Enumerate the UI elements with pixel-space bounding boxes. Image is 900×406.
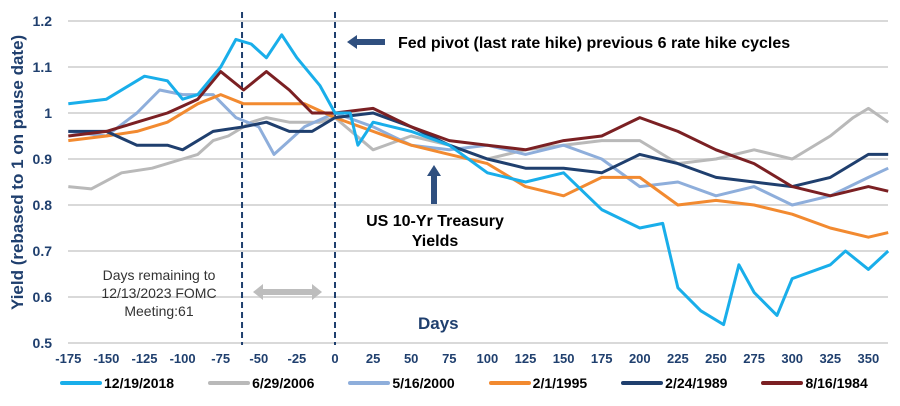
x-tick-label: 100 — [477, 351, 499, 366]
x-tick-label: 175 — [591, 351, 613, 366]
x-axis-label: Days — [418, 314, 459, 333]
legend-swatch — [348, 381, 391, 385]
legend-label: 2/24/1989 — [665, 375, 728, 391]
series-line-2-24-1989 — [68, 111, 889, 189]
legend-swatch — [60, 381, 102, 385]
x-tick-label: 325 — [819, 351, 841, 366]
up-arrow-icon — [427, 165, 441, 204]
legend-swatch — [621, 381, 664, 385]
days-remaining-line-1: Days remaining to — [102, 267, 216, 283]
legend-swatch — [488, 381, 531, 385]
legend-item: 12/19/2018 — [60, 375, 174, 391]
x-tick-label: 25 — [366, 351, 380, 366]
x-tick-label: -100 — [170, 351, 196, 366]
legend-item: 5/16/2000 — [348, 375, 455, 391]
legend-swatch — [208, 381, 251, 385]
left-arrow-icon — [347, 35, 385, 49]
x-tick-label: 200 — [629, 351, 651, 366]
legend-label: 8/16/1984 — [805, 375, 868, 391]
x-tick-label: 75 — [442, 351, 456, 366]
days-remaining-line-2: 12/13/2023 FOMC — [101, 285, 217, 301]
y-tick-label: 0.9 — [33, 151, 53, 167]
x-tick-label: 250 — [705, 351, 727, 366]
series-line-6-29-2006 — [68, 106, 890, 191]
y-tick-label: 0.5 — [33, 335, 53, 351]
x-tick-label: 125 — [515, 351, 537, 366]
y-tick-label: 0.7 — [33, 243, 53, 259]
legend-label: 5/16/2000 — [392, 375, 455, 391]
y-tick-label: 1.1 — [33, 59, 53, 75]
x-tick-label: 275 — [743, 351, 765, 366]
legend-label: 6/29/2006 — [252, 375, 315, 391]
x-tick-label: 300 — [781, 351, 803, 366]
legend-item: 2/24/1989 — [621, 375, 727, 391]
treasury-annotation: US 10-Yr Treasury Yields — [366, 213, 504, 250]
legend-swatch — [761, 381, 804, 385]
series-line-12-19-2018 — [68, 33, 890, 327]
y-tick-label: 0.8 — [33, 197, 53, 213]
fed-pivot-annotation: Fed pivot (last rate hike) previous 6 ra… — [398, 35, 791, 52]
legend-label: 12/19/2018 — [104, 375, 175, 391]
x-tick-label: -75 — [211, 351, 230, 366]
x-tick-label: 225 — [667, 351, 689, 366]
series-line-2-1-1995 — [68, 93, 889, 239]
x-tick-label: -150 — [93, 351, 119, 366]
x-tick-label: -175 — [55, 351, 81, 366]
y-tick-label: 0.6 — [33, 289, 53, 305]
x-tick-label: 50 — [404, 351, 418, 366]
x-tick-label: -125 — [131, 351, 157, 366]
legend-item: 2/1/1995 — [488, 375, 588, 391]
double-arrow-icon — [253, 284, 322, 300]
x-tick-label: 0 — [331, 351, 338, 366]
legend-item: 6/29/2006 — [208, 375, 314, 391]
y-axis-label: Yield (rebased to 1 on pause date) — [8, 34, 27, 310]
legend: 12/19/2018 6/29/2006 5/16/2000 2/1/1995 2/24… — [60, 375, 868, 391]
x-tick-label: -25 — [288, 351, 307, 366]
x-tick-label: 350 — [858, 351, 880, 366]
y-tick-label: 1.2 — [33, 13, 53, 29]
days-remaining-line-3: Meeting:61 — [124, 303, 194, 319]
y-tick-label: 1 — [44, 105, 52, 121]
series-line-8-16-1984 — [68, 70, 889, 198]
legend-label: 2/1/1995 — [532, 375, 588, 391]
legend-item: 8/16/1984 — [761, 375, 868, 391]
x-tick-label: -50 — [249, 351, 268, 366]
days-remaining-annotation: Days remaining to 12/13/2023 FOMC Meetin… — [84, 266, 234, 320]
x-tick-label: 150 — [553, 351, 575, 366]
